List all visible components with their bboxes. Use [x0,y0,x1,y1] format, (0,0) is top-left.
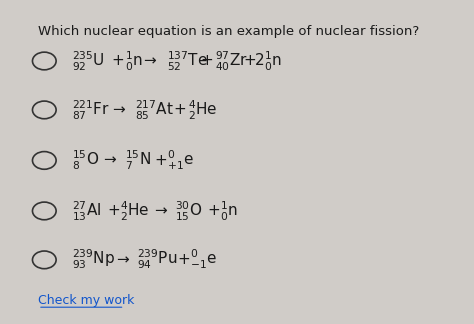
Text: +: + [208,203,220,218]
Text: +: + [201,53,213,68]
Text: +: + [177,252,190,267]
Text: $^{4}_{2}$He: $^{4}_{2}$He [188,98,218,122]
Text: +: + [173,102,186,117]
Text: $^{239}_{94}$Pu: $^{239}_{94}$Pu [137,248,178,272]
Text: →: → [116,252,129,267]
Text: Check my work: Check my work [38,294,134,307]
Text: →: → [154,203,167,218]
Text: $^{0}_{-1}$e: $^{0}_{-1}$e [190,248,217,272]
Text: 2: 2 [255,53,264,68]
Text: $^{1}_{0}$n: $^{1}_{0}$n [219,199,237,223]
Text: $^{97}_{40}$Zr: $^{97}_{40}$Zr [215,49,248,73]
Text: Which nuclear equation is an example of nuclear fission?: Which nuclear equation is an example of … [38,25,419,38]
Text: →: → [112,102,125,117]
Text: $^{221}_{87}$Fr: $^{221}_{87}$Fr [72,98,110,122]
Text: →: → [103,153,116,168]
Text: $^{235}_{92}$U: $^{235}_{92}$U [72,49,105,73]
Text: $^{15}_{7}$N: $^{15}_{7}$N [125,149,151,172]
Text: +: + [154,153,167,168]
Text: →: → [144,53,156,68]
Text: $^{15}_{8}$O: $^{15}_{8}$O [72,149,99,172]
Text: $^{27}_{13}$Al: $^{27}_{13}$Al [72,199,101,223]
Text: +: + [112,53,125,68]
Text: +: + [244,53,256,68]
Text: $^{30}_{15}$O: $^{30}_{15}$O [175,199,202,223]
Text: +: + [108,203,120,218]
Text: $^{1}_{0}$n: $^{1}_{0}$n [264,49,282,73]
Text: $^{217}_{85}$At: $^{217}_{85}$At [135,98,174,122]
Text: $^{137}_{52}$Te: $^{137}_{52}$Te [167,49,208,73]
Text: $^{239}_{93}$Np: $^{239}_{93}$Np [72,248,115,272]
Text: $^{4}_{2}$He: $^{4}_{2}$He [120,199,150,223]
Text: $^{1}_{0}$n: $^{1}_{0}$n [125,49,142,73]
Text: $^{0}_{+1}$e: $^{0}_{+1}$e [167,149,194,172]
